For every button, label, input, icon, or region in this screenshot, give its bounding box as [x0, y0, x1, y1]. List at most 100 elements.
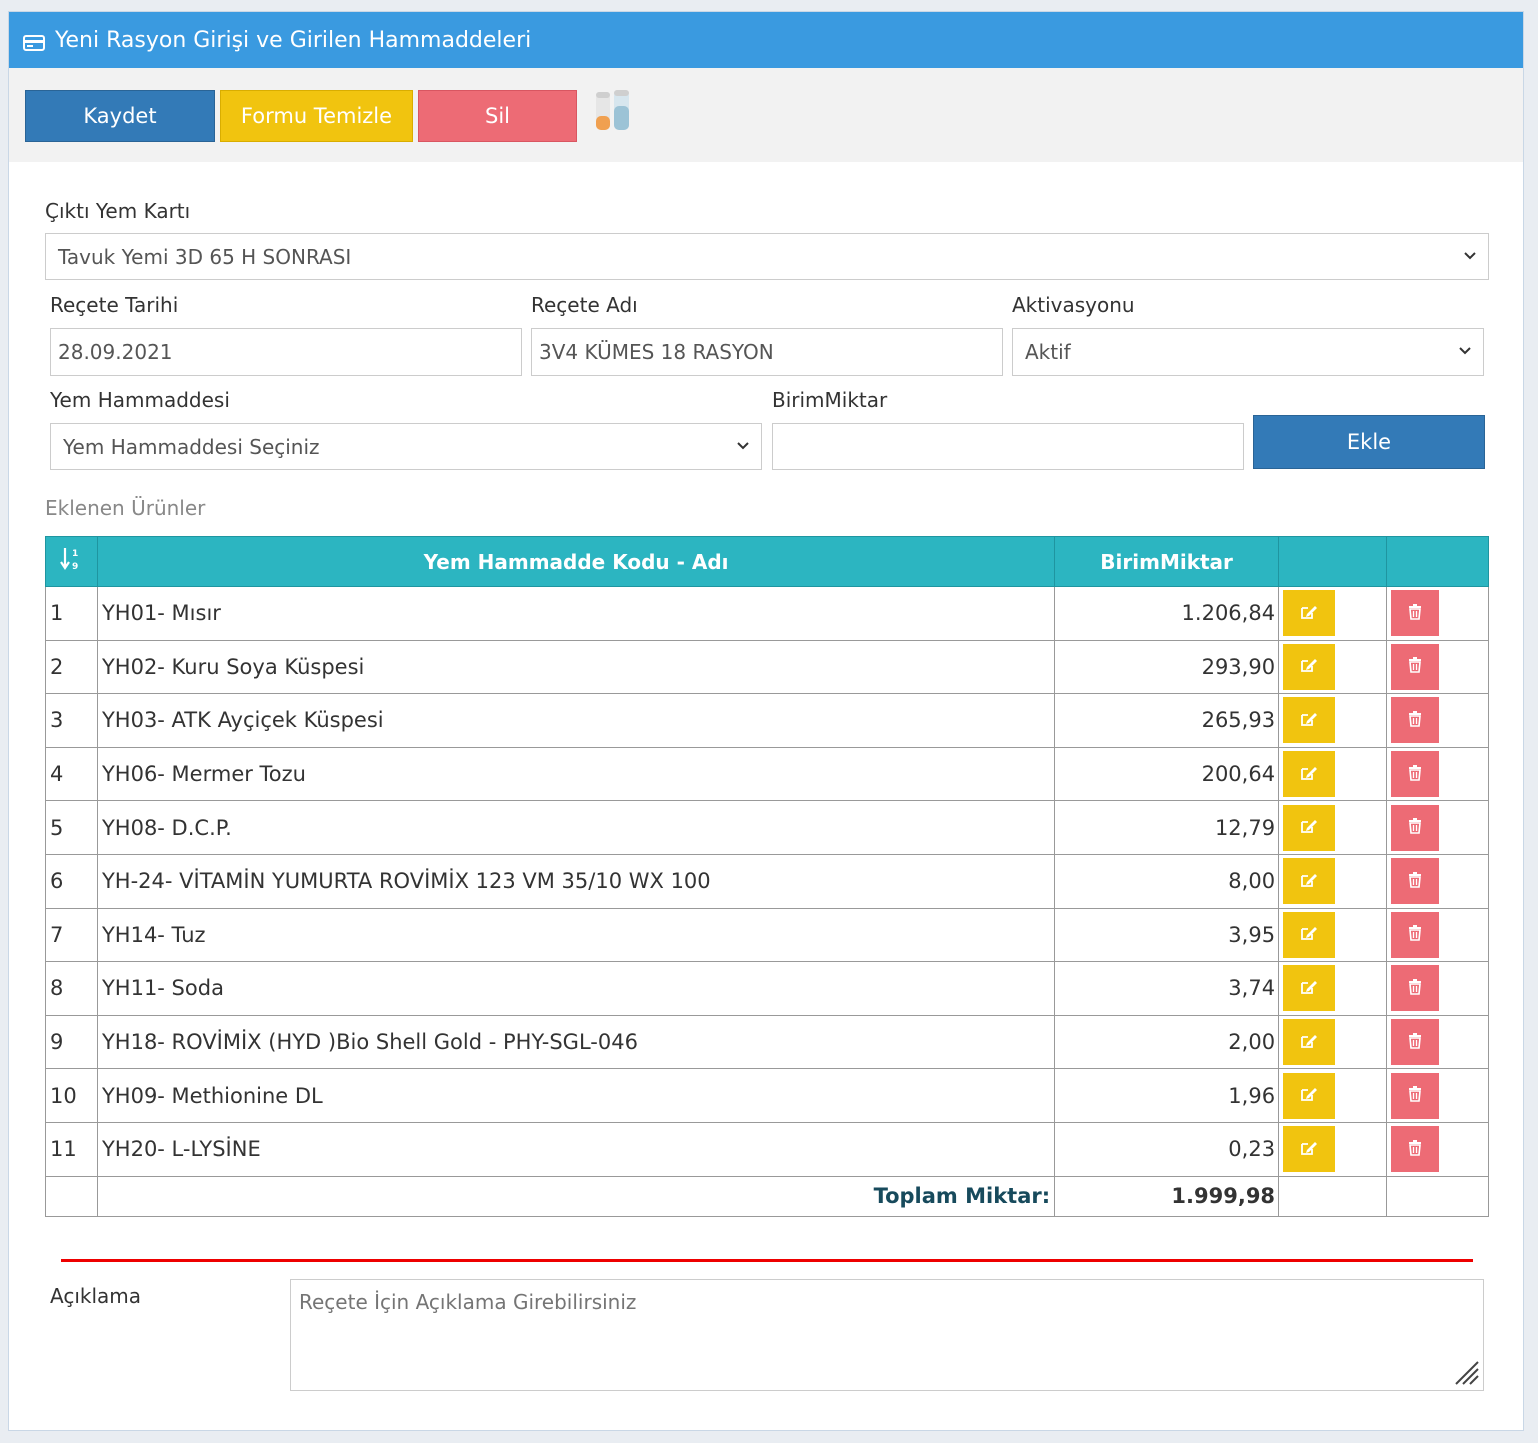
- credit-card-icon: [23, 32, 45, 51]
- edit-icon: [1300, 1140, 1318, 1159]
- row-material-name: YH03- ATK Ayçiçek Küspesi: [96, 693, 1056, 748]
- table-row: 4 YH06- Mermer Tozu 200,64: [45, 746, 1489, 802]
- date-input[interactable]: 28.09.2021: [50, 328, 522, 376]
- edit-icon: [1300, 711, 1318, 730]
- trash-icon: [1408, 1139, 1422, 1159]
- trash-icon: [1408, 764, 1422, 784]
- edit-button[interactable]: [1283, 643, 1336, 690]
- trash-icon: [1408, 710, 1422, 730]
- delete-button[interactable]: Sil: [418, 90, 577, 142]
- panel-header: Yeni Rasyon Girişi ve Girilen Hammaddele…: [9, 12, 1523, 68]
- total-empty-cell: [1386, 1175, 1489, 1217]
- edit-button[interactable]: [1283, 911, 1336, 958]
- row-amount: 200,64: [1054, 746, 1280, 802]
- row-amount: 3,74: [1054, 961, 1280, 1016]
- row-number: 2: [45, 639, 98, 695]
- delete-row-button[interactable]: [1391, 1072, 1440, 1119]
- delete-row-button[interactable]: [1391, 1126, 1440, 1173]
- edit-button[interactable]: [1283, 1072, 1336, 1119]
- table-row: 10 YH09- Methionine DL 1,96: [45, 1068, 1489, 1123]
- col-material-name[interactable]: Yem Hammadde Kodu - Adı: [96, 536, 1056, 587]
- row-edit-cell: [1278, 853, 1388, 909]
- row-number: 8: [45, 961, 98, 1016]
- row-amount: 1.206,84: [1054, 586, 1280, 641]
- delete-row-button[interactable]: [1391, 643, 1440, 690]
- row-edit-cell: [1278, 961, 1388, 1016]
- edit-button[interactable]: [1283, 1019, 1336, 1066]
- delete-row-button[interactable]: [1391, 804, 1440, 851]
- row-number: 9: [45, 1014, 98, 1070]
- row-edit-cell: [1278, 1121, 1388, 1177]
- trash-icon: [1408, 818, 1422, 837]
- edit-icon: [1300, 818, 1318, 837]
- activation-select[interactable]: Aktif: [1012, 328, 1484, 376]
- trash-icon: [1408, 1032, 1422, 1052]
- row-edit-cell: [1278, 907, 1388, 963]
- edit-button[interactable]: [1283, 804, 1336, 851]
- table-row: 11 YH20- L-LYSİNE 0,23: [45, 1121, 1489, 1177]
- add-button[interactable]: Ekle: [1253, 415, 1485, 469]
- save-button[interactable]: Kaydet: [25, 90, 215, 142]
- row-delete-cell: [1386, 639, 1489, 695]
- delete-row-button[interactable]: [1391, 965, 1440, 1012]
- edit-icon: [1300, 1086, 1318, 1105]
- edit-button[interactable]: [1283, 1126, 1336, 1173]
- edit-icon: [1300, 657, 1318, 676]
- row-number: 7: [45, 907, 98, 963]
- edit-button[interactable]: [1283, 751, 1336, 798]
- row-material-name: YH20- L-LYSİNE: [96, 1121, 1056, 1177]
- total-empty-cell: [45, 1175, 98, 1217]
- row-amount: 3,95: [1054, 907, 1280, 963]
- edit-icon: [1300, 925, 1318, 944]
- total-row: Toplam Miktar: 1.999,98: [45, 1175, 1489, 1217]
- panel-title: Yeni Rasyon Girişi ve Girilen Hammaddele…: [55, 27, 532, 53]
- delete-row-button[interactable]: [1391, 751, 1440, 798]
- amount-input[interactable]: [772, 423, 1244, 470]
- toolbar: Kaydet Formu Temizle Sil: [9, 68, 1523, 162]
- delete-row-button[interactable]: [1391, 858, 1440, 905]
- row-delete-cell: [1386, 746, 1489, 802]
- row-edit-cell: [1278, 746, 1388, 802]
- output-card-select[interactable]: Tavuk Yemi 3D 65 H SONRASI: [45, 233, 1489, 280]
- edit-icon: [1300, 979, 1318, 998]
- material-value: Yem Hammaddesi Seçiniz: [63, 434, 320, 459]
- row-edit-cell: [1278, 800, 1388, 855]
- delete-row-button[interactable]: [1391, 1019, 1440, 1066]
- description-textarea[interactable]: [290, 1279, 1484, 1391]
- row-edit-cell: [1278, 1068, 1388, 1123]
- trash-icon: [1408, 925, 1422, 944]
- material-label: Yem Hammaddesi: [50, 388, 230, 412]
- svg-text:1: 1: [72, 549, 78, 559]
- col-amount[interactable]: BirimMiktar: [1054, 536, 1280, 587]
- total-value: 1.999,98: [1054, 1175, 1280, 1217]
- col-edit: [1278, 536, 1388, 587]
- trash-icon: [1408, 871, 1422, 891]
- bottles-icon[interactable]: [593, 88, 633, 134]
- edit-button[interactable]: [1283, 965, 1336, 1012]
- edit-button[interactable]: [1283, 697, 1336, 744]
- row-number: 3: [45, 693, 98, 748]
- recipe-name-input[interactable]: 3V4 KÜMES 18 RASYON: [531, 328, 1003, 376]
- clear-form-button[interactable]: Formu Temizle: [220, 90, 413, 142]
- delete-row-button[interactable]: [1391, 590, 1440, 637]
- row-amount: 293,90: [1054, 639, 1280, 695]
- activation-value: Aktif: [1025, 340, 1071, 364]
- edit-button[interactable]: [1283, 858, 1336, 905]
- row-delete-cell: [1386, 853, 1489, 909]
- output-card-value: Tavuk Yemi 3D 65 H SONRASI: [58, 244, 352, 269]
- row-delete-cell: [1386, 586, 1489, 641]
- trash-icon: [1408, 978, 1422, 998]
- svg-text:9: 9: [72, 562, 78, 572]
- trash-icon: [1408, 657, 1422, 676]
- resize-grip-icon[interactable]: [1452, 1358, 1480, 1386]
- edit-button[interactable]: [1283, 590, 1336, 637]
- delete-row-button[interactable]: [1391, 697, 1440, 744]
- edit-icon: [1300, 872, 1318, 891]
- material-select[interactable]: Yem Hammaddesi Seçiniz: [50, 423, 762, 470]
- description-label: Açıklama: [50, 1284, 142, 1308]
- delete-row-button[interactable]: [1391, 911, 1440, 958]
- chevron-down-icon: [1459, 347, 1471, 355]
- row-number: 1: [45, 586, 98, 641]
- row-delete-cell: [1386, 961, 1489, 1016]
